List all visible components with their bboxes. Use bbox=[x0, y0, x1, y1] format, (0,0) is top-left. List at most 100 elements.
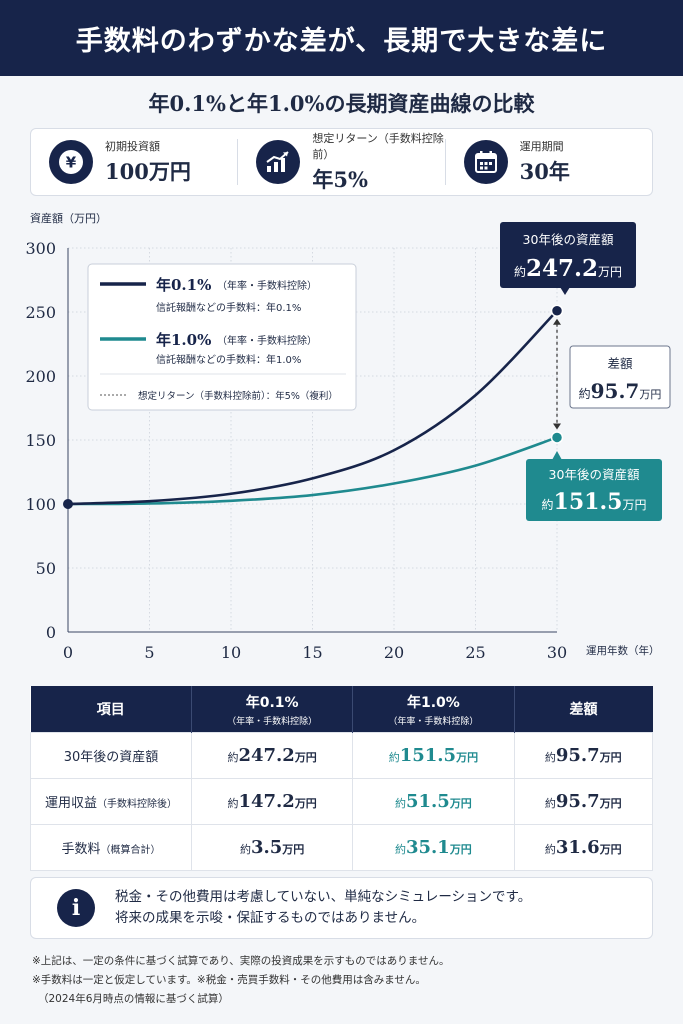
start-point bbox=[63, 499, 73, 509]
x-tick-label: 10 bbox=[221, 643, 241, 662]
y-tick-label: 300 bbox=[25, 239, 56, 258]
callout-top-value: 約247.2万円 bbox=[514, 255, 622, 282]
chart-legend: 年0.1% （年率・手数料控除） 信託報酬などの手数料：年0.1% 年1.0% … bbox=[87, 263, 357, 411]
table-row-label: 手数料（概算合計） bbox=[30, 824, 192, 871]
info-icon: i bbox=[57, 889, 95, 927]
callout-top-num: 247.2 bbox=[526, 255, 598, 282]
table-header-sub: （年率・手数料控除） bbox=[388, 716, 479, 727]
row-label-text: 運用収益 bbox=[44, 796, 97, 811]
x-axis-label: 運用年数（年） bbox=[586, 644, 660, 657]
info-value: 100万円 bbox=[105, 159, 191, 184]
cell-pre: 約 bbox=[388, 751, 400, 764]
difference-arrow-head-down bbox=[553, 423, 561, 430]
cell-num: 31.6 bbox=[555, 837, 600, 858]
info-initial-investment: ¥ 初期投資額 100万円 bbox=[31, 139, 237, 185]
x-tick-label: 5 bbox=[144, 643, 154, 662]
footnote: （2024年6月時点の情報に基づく試算） bbox=[38, 993, 229, 1005]
callout-diff-label: 差額 bbox=[607, 356, 633, 371]
cell-unit: 万円 bbox=[294, 751, 317, 764]
cell-pre: 約 bbox=[544, 843, 556, 856]
y-tick-label: 50 bbox=[36, 559, 56, 578]
cell-pre: 約 bbox=[227, 751, 239, 764]
table-header-0.1: 年0.1% （年率・手数料控除） bbox=[191, 686, 354, 733]
cell-pre: 約 bbox=[544, 751, 556, 764]
series-line-年0.1% bbox=[67, 309, 558, 506]
cell-num: 247.2 bbox=[238, 745, 295, 766]
table-cell: 約95.7万円 bbox=[513, 732, 654, 779]
cell-unit: 万円 bbox=[599, 843, 622, 856]
x-tick-label: 15 bbox=[302, 643, 322, 662]
y-axis-label: 資産額（万円） bbox=[30, 212, 107, 225]
series-end-point-年0.1% bbox=[550, 304, 564, 317]
cell-unit: 万円 bbox=[449, 843, 472, 856]
row-label-text: 手数料 bbox=[61, 842, 101, 857]
x-tick-label: 30 bbox=[547, 643, 567, 662]
footnotes: ※上記は、一定の条件に基づく試算であり、実際の投資成果を示すものではありません。… bbox=[32, 952, 449, 1009]
footnote: ※手数料は一定と仮定しています。※税金・売買手数料・その他費用は含みません。 bbox=[32, 974, 426, 986]
cell-unit: 万円 bbox=[294, 797, 317, 810]
table-cell: 約147.2万円 bbox=[190, 778, 354, 825]
table-row-label: 30年後の資産額 bbox=[30, 732, 192, 779]
table-header-text: 年1.0% bbox=[406, 694, 460, 711]
y-tick-label: 0 bbox=[46, 623, 56, 642]
info-value: 30年 bbox=[519, 159, 570, 184]
y-tick-label: 100 bbox=[25, 495, 56, 514]
row-label-text: 30年後の資産額 bbox=[63, 750, 159, 765]
table-cell: 約151.5万円 bbox=[352, 732, 515, 779]
cell-num: 51.5 bbox=[405, 791, 450, 812]
chart-axes: 資産額（万円） 運用年数（年） 0 50 100 150 200 250 300 0 5 10 15… bbox=[25, 212, 659, 662]
table-cell: 約95.7万円 bbox=[513, 778, 654, 825]
table-header-1.0: 年1.0% （年率・手数料控除） bbox=[352, 686, 515, 733]
legend-note: 想定リターン（手数料控除前）：年5%（複利） bbox=[138, 390, 338, 402]
calendar-icon bbox=[463, 140, 508, 184]
cell-unit: 万円 bbox=[449, 797, 472, 810]
cell-num: 35.1 bbox=[405, 837, 450, 858]
callout-top-unit: 万円 bbox=[598, 265, 622, 279]
cell-unit: 万円 bbox=[599, 751, 622, 764]
table-cell: 約51.5万円 bbox=[352, 778, 515, 825]
cell-pre: 約 bbox=[227, 797, 239, 810]
x-tick-label: 20 bbox=[384, 643, 404, 662]
y-tick-label: 200 bbox=[25, 367, 56, 386]
header-banner: 手数料のわずかな差が、長期で大きな差に bbox=[0, 0, 683, 76]
row-label-sub: （概算合計） bbox=[100, 845, 161, 856]
legend-series-sub: 信託報酬などの手数料：年0.1% bbox=[156, 301, 301, 314]
callout-bottom-unit: 万円 bbox=[622, 498, 646, 512]
callout-bottom-label: 30年後の資産額 bbox=[549, 467, 640, 482]
difference-arrow-head-up bbox=[553, 318, 561, 325]
callout-top-label: 30年後の資産額 bbox=[523, 232, 614, 247]
assumption-summary: ¥ 初期投資額 100万円 想定リターン（手数料控除前） 年5% bbox=[30, 128, 653, 196]
cell-num: 147.2 bbox=[238, 791, 295, 812]
info-label: 初期投資額 bbox=[105, 140, 160, 153]
table-row: 運用収益（手数料控除後） 約147.2万円 約51.5万円 約95.7万円 bbox=[30, 778, 654, 825]
svg-text:¥: ¥ bbox=[66, 154, 77, 172]
comparison-table: 項目 年0.1% （年率・手数料控除） 年1.0% （年率・手数料控除） 差額 30… bbox=[30, 686, 654, 871]
info-expected-return: 想定リターン（手数料控除前） 年5% bbox=[237, 132, 444, 192]
callout-diff-num: 95.7 bbox=[591, 379, 640, 403]
cell-num: 95.7 bbox=[555, 791, 600, 812]
table-header-row: 項目 年0.1% （年率・手数料控除） 年1.0% （年率・手数料控除） 差額 bbox=[30, 686, 653, 733]
callout-top: 30年後の資産額 約247.2万円 bbox=[500, 222, 636, 295]
table-row: 30年後の資産額 約247.2万円 約151.5万円 約95.7万円 bbox=[30, 732, 654, 779]
yen-icon: ¥ bbox=[49, 140, 93, 184]
cell-num: 3.5 bbox=[250, 837, 283, 858]
y-tick-label: 150 bbox=[25, 431, 56, 450]
legend-series-note: （年率・手数料控除） bbox=[217, 334, 317, 347]
cell-pre: 約 bbox=[544, 797, 556, 810]
legend-series-sub: 信託報酬などの手数料：年1.0% bbox=[156, 353, 301, 366]
table-header-text: 項目 bbox=[96, 702, 125, 718]
table-cell: 約31.6万円 bbox=[513, 824, 654, 871]
y-tick-label: 250 bbox=[25, 303, 56, 322]
callout-bottom-value: 約151.5万円 bbox=[542, 489, 647, 515]
callout-diff: 差額 約95.7万円 bbox=[569, 345, 671, 409]
cell-pre: 約 bbox=[394, 797, 406, 810]
callout-bottom: 30年後の資産額 約151.5万円 bbox=[526, 451, 662, 521]
info-label: 想定リターン（手数料控除前） bbox=[312, 132, 444, 161]
row-label-sub: （手数料控除後） bbox=[97, 799, 177, 810]
x-tick-label: 0 bbox=[63, 643, 73, 662]
asset-growth-chart: 資産額（万円） 運用年数（年） 0 50 100 150 200 250 300 0 5 10 15… bbox=[25, 212, 671, 662]
table-cell: 約3.5万円 bbox=[190, 824, 354, 871]
cell-num: 95.7 bbox=[555, 745, 600, 766]
callout-bottom-pre: 約 bbox=[542, 497, 554, 512]
cell-pre: 約 bbox=[239, 843, 251, 856]
